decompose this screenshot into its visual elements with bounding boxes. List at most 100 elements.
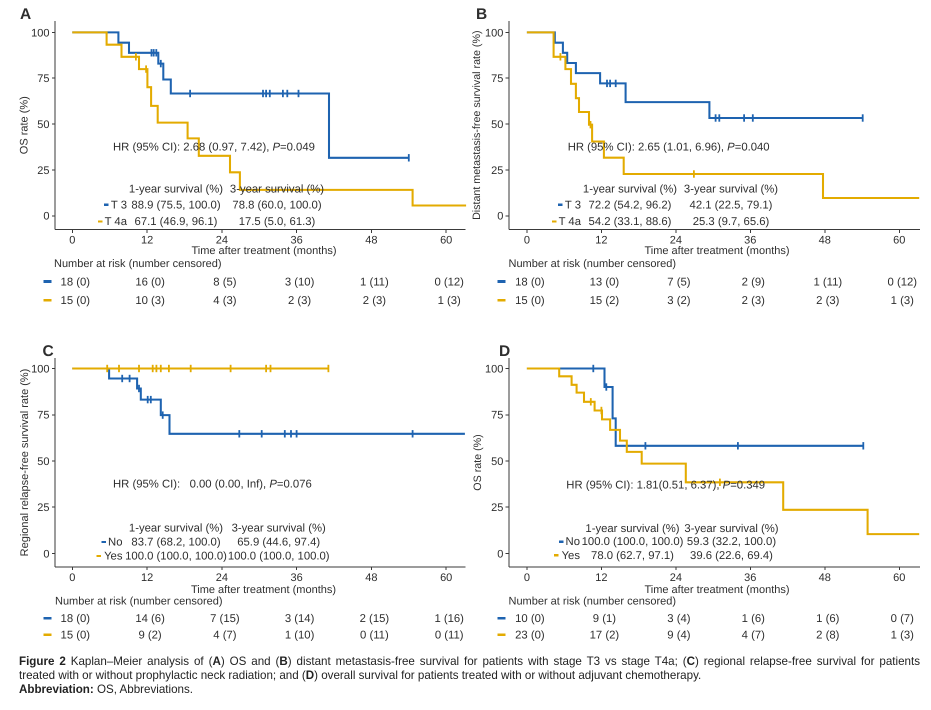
svg-text:60: 60 [440, 572, 452, 584]
svg-text:No: No [108, 536, 122, 548]
svg-text:Time after treatment (months): Time after treatment (months) [644, 245, 789, 257]
svg-text:18 (0): 18 (0) [61, 613, 91, 625]
svg-text:Number at risk (number censore: Number at risk (number censored) [54, 258, 222, 270]
svg-text:1 (10): 1 (10) [285, 630, 315, 642]
svg-text:Time after treatment (months): Time after treatment (months) [644, 584, 789, 596]
svg-text:100.0 (100.0, 100.0): 100.0 (100.0, 100.0) [582, 536, 684, 548]
svg-text:25: 25 [491, 165, 503, 177]
svg-text:50: 50 [491, 119, 503, 131]
svg-text:50: 50 [37, 456, 49, 468]
svg-text:HR (95% CI): 2.68 (0.97, 7.42): HR (95% CI): 2.68 (0.97, 7.42), P=0.049 [113, 142, 315, 154]
svg-text:4 (3): 4 (3) [213, 295, 236, 307]
svg-text:Regional relapse-free survival: Regional relapse-free survival rate (%) [19, 369, 31, 557]
svg-text:36: 36 [744, 235, 756, 247]
svg-text:72.2 (54.2, 96.2): 72.2 (54.2, 96.2) [589, 199, 672, 211]
svg-text:83.7 (68.2, 100.0): 83.7 (68.2, 100.0) [131, 536, 220, 548]
svg-text:100: 100 [485, 363, 503, 375]
svg-text:0 (11): 0 (11) [360, 630, 389, 642]
svg-text:12: 12 [141, 235, 153, 247]
svg-text:100.0 (100.0, 100.0): 100.0 (100.0, 100.0) [228, 550, 330, 562]
svg-text:48: 48 [365, 572, 377, 584]
svg-text:3-year survival (%): 3-year survival (%) [684, 184, 778, 196]
svg-text:1-year survival (%): 1-year survival (%) [129, 184, 223, 196]
svg-text:12: 12 [595, 572, 607, 584]
svg-text:0 (12): 0 (12) [888, 276, 918, 288]
svg-text:18 (0): 18 (0) [61, 276, 91, 288]
svg-text:T 3: T 3 [565, 199, 581, 211]
svg-text:HR (95% CI): 1.81(0.51, 6.37),: HR (95% CI): 1.81(0.51, 6.37), P=0.349 [566, 480, 765, 492]
svg-text:1-year survival (%): 1-year survival (%) [583, 184, 677, 196]
svg-text:2 (3): 2 (3) [363, 295, 386, 307]
svg-text:10 (3): 10 (3) [135, 295, 165, 307]
svg-text:1 (3): 1 (3) [891, 630, 914, 642]
svg-text:Number at risk (number censore: Number at risk (number censored) [55, 595, 223, 607]
svg-text:50: 50 [491, 456, 503, 468]
svg-text:0: 0 [43, 211, 49, 223]
svg-text:1 (6): 1 (6) [816, 613, 839, 625]
svg-text:Number at risk (number censore: Number at risk (number censored) [509, 258, 677, 270]
svg-text:75: 75 [37, 73, 49, 85]
svg-text:C: C [43, 343, 54, 360]
svg-text:36: 36 [744, 572, 756, 584]
svg-text:24: 24 [216, 572, 228, 584]
svg-text:100: 100 [31, 27, 49, 39]
svg-text:D: D [499, 343, 510, 360]
svg-text:2 (3): 2 (3) [288, 295, 311, 307]
svg-text:3 (4): 3 (4) [667, 613, 690, 625]
svg-text:0: 0 [43, 548, 49, 560]
svg-text:8 (5): 8 (5) [213, 276, 236, 288]
svg-text:0: 0 [69, 572, 75, 584]
svg-text:78.8 (60.0, 100.0): 78.8 (60.0, 100.0) [232, 199, 321, 211]
svg-text:1-year survival (%): 1-year survival (%) [585, 523, 679, 535]
svg-text:T 4a: T 4a [559, 216, 582, 228]
svg-text:2 (3): 2 (3) [816, 295, 839, 307]
svg-text:3 (2): 3 (2) [667, 295, 690, 307]
svg-text:3-year survival (%): 3-year survival (%) [232, 522, 326, 534]
svg-text:2 (9): 2 (9) [742, 276, 765, 288]
svg-text:HR (95% CI): 2.65 (1.01, 6.96): HR (95% CI): 2.65 (1.01, 6.96), P=0.040 [568, 142, 770, 154]
svg-text:9 (4): 9 (4) [667, 630, 690, 642]
svg-text:9 (1): 9 (1) [593, 613, 616, 625]
svg-text:Yes: Yes [562, 550, 581, 562]
svg-text:T 4a: T 4a [105, 216, 128, 228]
svg-text:15 (0): 15 (0) [61, 630, 91, 642]
svg-text:23 (0): 23 (0) [515, 630, 545, 642]
svg-text:75: 75 [491, 410, 503, 422]
svg-text:100.0 (100.0, 100.0): 100.0 (100.0, 100.0) [125, 550, 227, 562]
svg-text:78.0 (62.7, 97.1): 78.0 (62.7, 97.1) [591, 550, 674, 562]
svg-text:10 (0): 10 (0) [515, 613, 545, 625]
svg-text:18 (0): 18 (0) [515, 276, 545, 288]
svg-text:1 (11): 1 (11) [360, 276, 389, 288]
svg-text:17 (2): 17 (2) [590, 630, 620, 642]
svg-text:2 (3): 2 (3) [742, 295, 765, 307]
svg-text:13 (0): 13 (0) [590, 276, 620, 288]
svg-text:100: 100 [31, 363, 49, 375]
svg-text:0 (11): 0 (11) [435, 630, 464, 642]
svg-text:48: 48 [365, 235, 377, 247]
svg-text:88.9 (75.5, 100.0): 88.9 (75.5, 100.0) [131, 199, 220, 211]
svg-text:1 (3): 1 (3) [891, 295, 914, 307]
svg-text:3-year survival (%): 3-year survival (%) [684, 523, 778, 535]
svg-text:Time after treatment (months): Time after treatment (months) [191, 245, 336, 257]
svg-text:4 (7): 4 (7) [742, 630, 765, 642]
svg-text:T 3: T 3 [111, 199, 127, 211]
svg-text:25: 25 [37, 165, 49, 177]
svg-text:12: 12 [141, 572, 153, 584]
svg-text:3 (10): 3 (10) [285, 276, 315, 288]
svg-text:15 (0): 15 (0) [61, 295, 91, 307]
svg-text:36: 36 [290, 572, 302, 584]
svg-text:0: 0 [497, 211, 503, 223]
svg-text:1 (11): 1 (11) [813, 276, 842, 288]
svg-text:25: 25 [37, 502, 49, 514]
svg-text:24: 24 [670, 235, 682, 247]
svg-text:A: A [20, 6, 31, 23]
svg-text:36: 36 [290, 235, 302, 247]
svg-text:B: B [476, 6, 487, 23]
svg-text:25: 25 [491, 502, 503, 514]
svg-text:39.6 (22.6, 69.4): 39.6 (22.6, 69.4) [690, 550, 773, 562]
svg-text:0: 0 [69, 235, 75, 247]
svg-text:60: 60 [440, 235, 452, 247]
svg-text:42.1 (22.5, 79.1): 42.1 (22.5, 79.1) [690, 199, 773, 211]
svg-text:7 (15): 7 (15) [210, 613, 240, 625]
svg-text:50: 50 [37, 119, 49, 131]
